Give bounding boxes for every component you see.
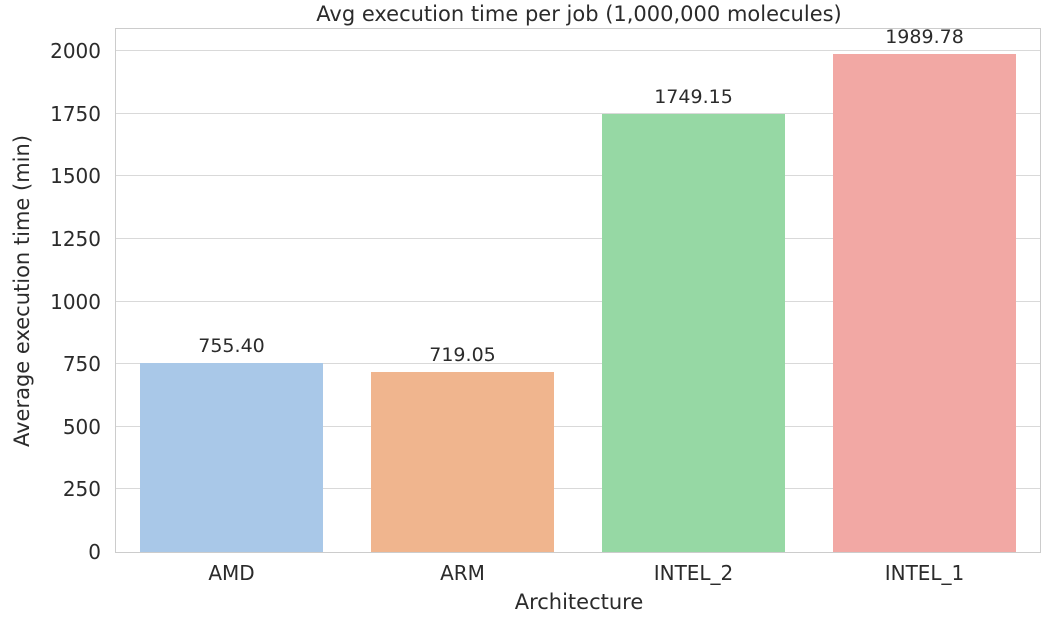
y-tick-label: 2000 [50, 39, 101, 64]
y-tick-label: 1750 [50, 101, 101, 126]
gridline [116, 50, 1040, 52]
bar-intel_1 [833, 53, 1016, 552]
bar-arm [371, 371, 554, 552]
y-tick-label: 750 [62, 352, 101, 377]
y-tick-label: 1000 [50, 289, 101, 314]
plot-area: 0 250 500 750 1000 1250 1500 1750 2000 755.40 719… [50, 25, 1041, 585]
bar-intel_2 [602, 114, 785, 552]
y-tick-label: 250 [62, 477, 101, 502]
y-tick-label: 1500 [50, 164, 101, 189]
x-tick-label-intel_1: INTEL_1 [884, 561, 965, 585]
chart-title: Avg execution time per job (1,000,000 mo… [316, 2, 842, 26]
bar-value-label: 755.40 [198, 334, 265, 357]
x-tick-label-amd: AMD [208, 561, 255, 585]
gridline [116, 488, 1040, 490]
bar-amd [140, 362, 323, 552]
y-tick-label: 0 [88, 540, 101, 564]
y-axis-label-wrap: Average execution time (min) [10, 28, 34, 553]
y-tick-label: 1250 [50, 227, 101, 252]
gridline [116, 175, 1040, 177]
x-axis-label: Architecture [514, 590, 644, 614]
gridline [116, 363, 1040, 365]
gridline [116, 112, 1040, 114]
x-tick-label-arm: ARM [440, 561, 485, 585]
bar-value-label: 1989.78 [885, 25, 964, 48]
y-axis-label: Average execution time (min) [10, 134, 34, 447]
x-tick-label-intel_2: INTEL_2 [653, 561, 734, 585]
bar-value-label: 719.05 [429, 343, 496, 366]
gridline [116, 300, 1040, 302]
gridline [116, 238, 1040, 240]
bar-value-label: 1749.15 [654, 86, 733, 109]
y-tick-label: 500 [62, 414, 101, 439]
gridline [116, 425, 1040, 427]
